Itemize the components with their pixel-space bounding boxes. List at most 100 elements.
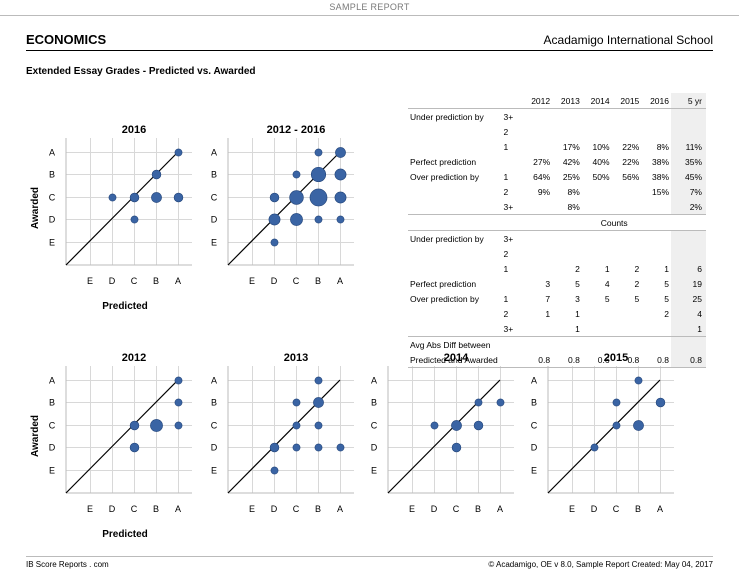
row-label: Perfect prediction <box>410 278 477 289</box>
table-cell: 2 <box>664 308 669 319</box>
table-cell: 3 <box>575 293 580 304</box>
counts-header-row: Counts <box>408 214 706 231</box>
table-cell <box>611 108 642 124</box>
row-label: Over prediction by <box>410 293 479 304</box>
y-tick-label: C <box>49 193 56 203</box>
data-point <box>174 421 183 430</box>
table-cell <box>582 124 612 139</box>
data-point <box>292 170 301 179</box>
table-row: Under prediction by 3+ <box>408 108 706 124</box>
y-tick-label: A <box>49 148 55 158</box>
sample-report-banner: SAMPLE REPORT <box>329 2 410 12</box>
data-point <box>314 443 323 452</box>
data-point <box>496 398 505 407</box>
table-cell: 2 <box>634 278 640 289</box>
row-sublabel <box>504 276 523 291</box>
avg-value: 0.8 <box>641 352 671 368</box>
table-row: Over prediction by 1 7 3 5 5 5 25 <box>408 291 706 306</box>
x-tick-label: D <box>431 504 438 514</box>
table-cell: 2 <box>634 263 640 274</box>
data-point <box>474 398 483 407</box>
table-row: 1 17% 10% 22% 8% 11% <box>408 139 706 154</box>
avg-value-row: Predicted and Awarded 0.8 0.8 0.6 0.8 0.8 0.8 <box>408 352 706 368</box>
data-point <box>335 147 346 158</box>
row-sublabel: 2 <box>503 126 509 137</box>
table-cell: 27% <box>533 156 551 167</box>
y-tick-label: E <box>211 238 217 248</box>
table-cell: 11% <box>671 139 706 154</box>
table-cell <box>503 214 523 231</box>
table-cell <box>581 336 612 352</box>
table-cell <box>552 108 582 124</box>
table-cell <box>522 321 552 337</box>
x-tick-label: A <box>497 504 503 514</box>
footer-rule <box>26 556 713 557</box>
data-point <box>314 215 323 224</box>
row-sublabel: 2 <box>503 248 509 259</box>
data-point <box>612 421 621 430</box>
table-header-cell <box>504 93 523 109</box>
table-cell <box>611 336 642 352</box>
y-tick-label: B <box>211 398 217 408</box>
y-tick-label: B <box>49 398 55 408</box>
x-tick-label: D <box>109 276 116 286</box>
table-header-cell: 5 yr <box>671 93 706 109</box>
data-point <box>292 421 301 430</box>
table-cell <box>522 124 552 139</box>
table-cell <box>641 230 671 246</box>
data-point <box>129 420 140 431</box>
x-tick-label: C <box>131 276 138 286</box>
table-cell: 7% <box>671 184 706 199</box>
table-cell <box>671 230 706 246</box>
footer-left-text: IB Score Reports . com <box>26 560 109 569</box>
table-cell: 15% <box>651 186 669 197</box>
data-point <box>173 192 184 203</box>
data-point <box>473 420 484 431</box>
x-tick-label: D <box>109 504 116 514</box>
y-tick-label: B <box>531 398 537 408</box>
y-tick-label: A <box>531 376 537 386</box>
table-cell: 2 <box>575 263 580 274</box>
y-tick-label: B <box>211 170 217 180</box>
row-sublabel: 3+ <box>503 108 523 124</box>
row-label <box>408 199 504 215</box>
row-sublabel: 2 <box>503 308 509 319</box>
x-axis-label: Predicted <box>102 529 148 540</box>
data-point <box>310 166 327 183</box>
x-tick-label: B <box>635 504 641 514</box>
chart-title: 2016 <box>122 124 146 136</box>
table-cell: 1 <box>604 263 610 274</box>
data-point <box>108 193 117 202</box>
table-cell: 4 <box>604 278 610 289</box>
data-point <box>430 421 439 430</box>
table-cell <box>582 184 612 199</box>
table-cell: 22% <box>622 156 640 167</box>
x-tick-label: A <box>657 504 663 514</box>
data-point <box>612 398 621 407</box>
data-point <box>150 419 163 432</box>
data-point <box>314 148 323 157</box>
table-cell: 22% <box>622 141 640 152</box>
y-tick-label: E <box>49 238 55 248</box>
perfect-prediction-line <box>65 379 179 494</box>
row-label <box>408 306 504 321</box>
avg-value: 0.8 <box>522 352 553 368</box>
x-tick-label: B <box>153 276 159 286</box>
avg-value: 0.6 <box>581 352 612 368</box>
table-row: Over prediction by 1 64% 25% 50% 56% 38% 45% <box>408 169 706 184</box>
y-tick-label: B <box>371 398 377 408</box>
table-cell: 42% <box>562 156 580 167</box>
table-cell: 25% <box>562 171 580 182</box>
x-tick-label: E <box>87 504 93 514</box>
table-row: 3+ 1 1 <box>408 321 706 337</box>
data-point <box>174 376 183 385</box>
data-point <box>292 443 301 452</box>
section-title: Extended Essay Grades - Predicted vs. Aw… <box>26 66 256 77</box>
table-cell <box>581 108 612 124</box>
x-tick-label: A <box>337 504 343 514</box>
y-tick-label: E <box>211 466 217 476</box>
row-label <box>408 246 504 261</box>
data-point <box>289 190 304 205</box>
table-cell: 1 <box>545 308 551 319</box>
table-cell <box>552 124 582 139</box>
